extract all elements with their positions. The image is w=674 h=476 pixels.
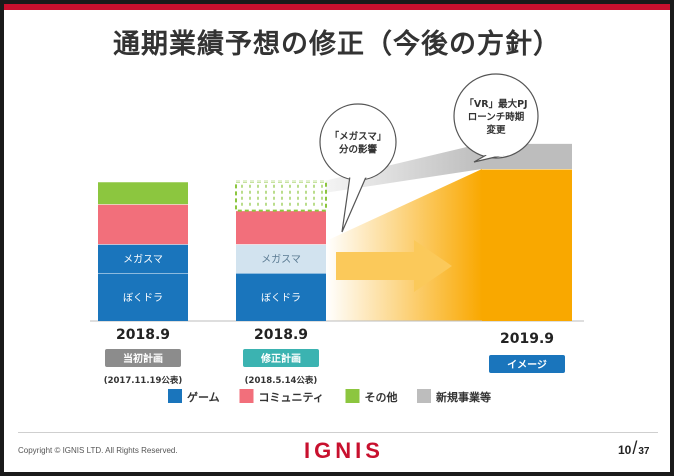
growth-gradient-area [326, 169, 482, 321]
bubble-text: 「VR」最大PJ [464, 98, 527, 110]
plan-tag-badge [243, 349, 319, 367]
bar-segment [98, 244, 188, 273]
legend-swatch [239, 389, 254, 403]
bubble-text: 分の影響 [339, 144, 378, 156]
copyright-text: Copyright © IGNIS LTD. All Rights Reserv… [18, 446, 178, 455]
category-label: 2018.9 [254, 327, 308, 343]
segment-label: ぼくドラ [123, 292, 163, 304]
page-number: 10/37 [618, 438, 650, 459]
growth-arrow [336, 240, 452, 292]
legend-label: 新規事業等 [436, 390, 491, 404]
bar-segment [98, 273, 188, 321]
page-slash: / [632, 438, 638, 458]
plan-tag-badge [489, 355, 565, 373]
legend-swatch [168, 389, 182, 403]
bubble-text: 変更 [486, 124, 506, 136]
legend-swatch [417, 389, 431, 403]
announce-date: (2018.5.14公表) [245, 375, 318, 386]
total-pages: 37 [638, 446, 650, 457]
segment-label: メガスマ [123, 254, 163, 266]
category-label: 2018.9 [116, 327, 170, 343]
bar-segment [236, 244, 326, 273]
bar-segment [98, 204, 188, 245]
ignis-logo: IGNIS [304, 438, 384, 463]
bubble-mask [455, 75, 537, 157]
callout-megasuma-bubble: 「メガスマ」分の影響 [319, 103, 397, 233]
page-title: 通期業績予想の修正（今後の方針） [113, 29, 561, 60]
bar-segment [482, 169, 572, 321]
bar-segment [236, 273, 326, 321]
segment-label: ぼくドラ [261, 292, 301, 304]
bar-segment [98, 181, 188, 205]
footer-divider [18, 432, 658, 433]
segment-label: メガスマ [261, 254, 301, 266]
plan-tag-text: 修正計画 [260, 352, 301, 365]
legend-label: ゲーム [187, 390, 220, 404]
legend-label: コミュニティ [259, 391, 324, 404]
legend-label: その他 [365, 390, 398, 404]
bubble-mask [321, 105, 395, 179]
category-label: 2019.9 [500, 331, 554, 347]
slide: 通期業績予想の修正（今後の方針） ぼくドラ メガスマ 2018.9 当初計画 (2017… [4, 4, 670, 472]
announce-date: (2017.11.19公表) [104, 375, 183, 386]
legend-swatch [345, 389, 360, 403]
bar-segment [236, 210, 326, 245]
bubble-text: 「メガスマ」 [330, 131, 387, 143]
top-accent-bar [4, 4, 670, 10]
plan-tag-badge [105, 349, 181, 367]
plan-tag-text: イメージ [507, 359, 547, 371]
plan-tag-text: 当初計画 [123, 352, 163, 365]
stacked-bar-chart: ぼくドラ メガスマ 2018.9 当初計画 (2017.11.19公表) ぼくドラ メガスマ… [90, 73, 584, 404]
bubble-text: ローンチ時期 [468, 111, 525, 123]
current-page: 10 [618, 443, 632, 457]
